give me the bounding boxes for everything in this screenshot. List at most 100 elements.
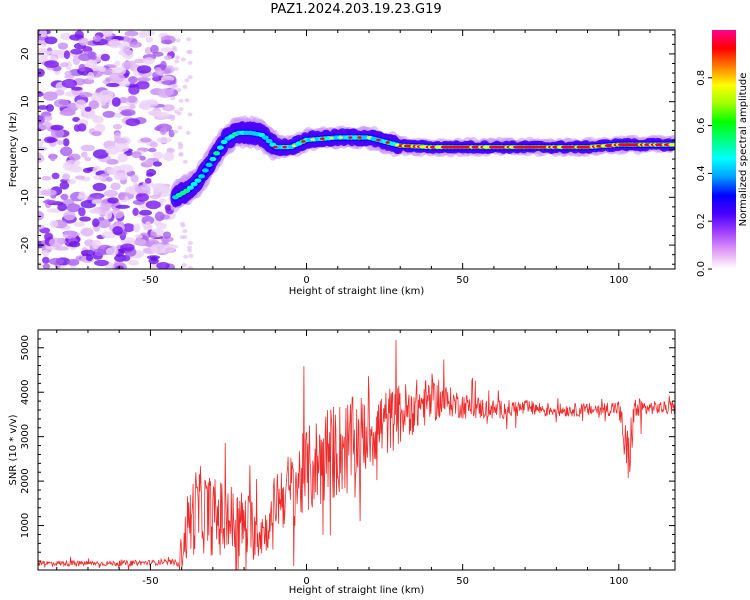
heatmap-cell <box>129 41 142 48</box>
heatmap-cell <box>198 174 206 179</box>
heatmap-cell <box>112 226 123 236</box>
heatmap-cell <box>92 182 107 192</box>
heatmap-cell <box>63 50 71 60</box>
heatmap-cell <box>49 220 59 228</box>
heatmap-cell <box>38 91 44 97</box>
heatmap-cell <box>77 123 87 132</box>
heatmap-cell <box>93 175 103 180</box>
heatmap-cell <box>150 243 166 254</box>
heatmap-cell <box>184 98 190 103</box>
heatmap-cell <box>71 86 83 91</box>
heatmap-cell <box>46 104 54 112</box>
heatmap-cell <box>174 109 180 114</box>
heatmap-cell <box>68 153 81 161</box>
heatmap-cell <box>117 153 128 163</box>
heatmap-cell <box>101 231 117 239</box>
heatmap-cell <box>67 259 80 266</box>
heatmap-cell <box>87 71 95 81</box>
heatmap-cell <box>162 231 172 239</box>
heatmap-cell <box>161 237 170 245</box>
heatmap-cell <box>78 207 86 217</box>
heatmap-cell <box>55 246 69 251</box>
heatmap-cell <box>213 151 221 156</box>
heatmap-cell <box>136 65 152 74</box>
colorbar <box>712 30 736 269</box>
heatmap-cell <box>170 116 176 121</box>
heatmap-cell <box>183 254 189 259</box>
heatmap-cell <box>92 149 109 159</box>
heatmap-cell <box>80 227 94 237</box>
heatmap-cell <box>187 241 193 245</box>
heatmap-cell <box>92 115 104 124</box>
heatmap-cell <box>60 32 73 41</box>
heatmap-cell <box>113 172 128 181</box>
heatmap-cell <box>48 50 64 55</box>
heatmap-cell <box>310 138 315 141</box>
heatmap-cell <box>39 30 47 38</box>
heatmap-cell <box>105 177 113 182</box>
heatmap-cell <box>149 231 157 239</box>
heatmap-cell <box>220 139 228 145</box>
heatmap-cell <box>56 140 64 145</box>
heatmap-cell <box>79 216 91 222</box>
heatmap-cell <box>178 151 184 156</box>
heatmap-cell <box>182 235 188 239</box>
heatmap-cell <box>216 145 224 150</box>
heatmap-cell <box>148 147 157 153</box>
heatmap-cell <box>301 140 306 143</box>
heatmap-cell <box>79 91 93 98</box>
heatmap-cell <box>60 62 69 68</box>
heatmap-cell <box>65 159 81 167</box>
heatmap-cell <box>47 208 62 213</box>
heatmap-cell <box>134 184 151 194</box>
heatmap-cell <box>170 96 176 101</box>
heatmap-cell <box>110 182 121 191</box>
y-tick-label: 1000 <box>20 513 31 538</box>
heatmap-cell <box>173 129 179 134</box>
heatmap-cell <box>131 151 142 159</box>
colorbar-tick-label: 0.0 <box>696 261 707 277</box>
heatmap-cell <box>138 32 148 38</box>
heatmap-cell <box>320 137 325 140</box>
x-tick-label: 0 <box>303 576 309 587</box>
heatmap-cell <box>38 105 49 110</box>
heatmap-cell <box>38 154 45 163</box>
heatmap-cell <box>118 42 132 51</box>
heatmap-cell <box>187 60 193 65</box>
heatmap-cell <box>135 192 149 202</box>
heatmap-cell <box>57 203 68 212</box>
heatmap-cell <box>186 185 194 190</box>
heatmap-cell <box>156 262 170 269</box>
heatmap-cell <box>158 198 167 203</box>
heatmap-cell <box>155 185 167 192</box>
heatmap-cell <box>103 190 118 197</box>
heatmap-cell <box>88 100 100 110</box>
heatmap-cell <box>38 262 43 268</box>
heatmap-cell <box>99 97 107 106</box>
heatmap-cell <box>125 118 141 127</box>
heatmap-cell <box>177 141 183 146</box>
heatmap-cell <box>178 98 184 103</box>
heatmap-cell <box>105 210 113 220</box>
heatmap-cell <box>84 156 92 162</box>
heatmap-cell <box>194 178 202 183</box>
heatmap-cell <box>44 115 53 121</box>
heatmap-cell <box>49 153 57 162</box>
heatmap-cell <box>291 144 297 147</box>
heatmap-cell <box>78 63 86 72</box>
snr-series-line <box>38 339 675 570</box>
heatmap-cell <box>97 218 111 229</box>
heatmap-cell <box>128 76 138 84</box>
heatmap-cell <box>670 143 675 147</box>
heatmap-cell <box>53 99 69 108</box>
heatmap-cell <box>139 209 152 216</box>
heatmap-cell <box>102 110 116 118</box>
heatmap-cell <box>150 44 159 54</box>
heatmap-cell <box>62 138 70 147</box>
x-tick-label: -50 <box>142 275 158 286</box>
snr-plot <box>38 339 675 570</box>
heatmap-cell <box>201 168 209 173</box>
heatmap-cell <box>187 112 193 117</box>
heatmap-cell <box>357 136 362 139</box>
